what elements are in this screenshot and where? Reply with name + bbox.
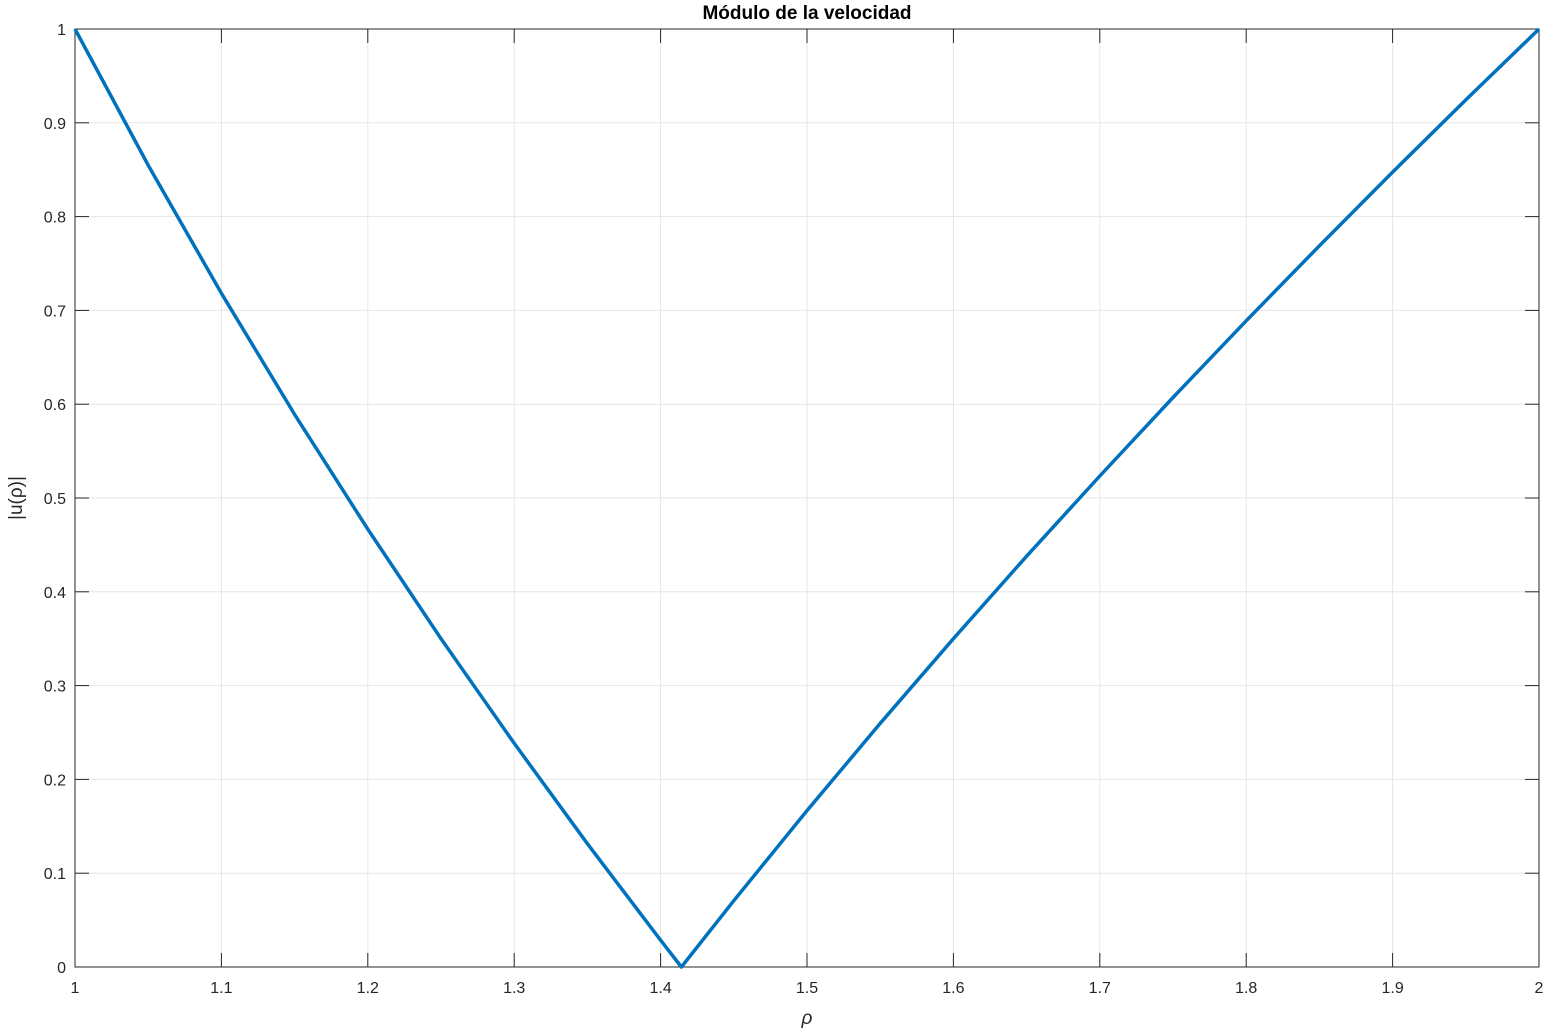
ticks: 1 1.1 1.2 1.3 1.4 1.5 1.6 1.7 1.8 1.9 2 0 0.1 0.2 0.3 0… xyxy=(44,22,1544,997)
x-tick-label: 1.7 xyxy=(1089,980,1111,997)
y-tick-label: 0 xyxy=(57,960,66,977)
y-tick-label: 0.4 xyxy=(44,585,66,602)
x-tick-label: 1.1 xyxy=(210,980,232,997)
x-tick-label: 2 xyxy=(1535,980,1544,997)
x-tick-label: 1.4 xyxy=(649,980,671,997)
y-tick-label: 0.5 xyxy=(44,491,66,508)
y-tick-label: 0.8 xyxy=(44,210,66,227)
y-axis-label: |u(ρ)| xyxy=(6,476,27,520)
x-axis-label: ρ xyxy=(801,1008,813,1029)
grid xyxy=(74,28,1540,968)
y-tick-label: 1 xyxy=(57,22,66,39)
x-tick-label: 1.9 xyxy=(1381,980,1403,997)
x-tick-label: 1.3 xyxy=(503,980,525,997)
chart-title: Módulo de la velocidad xyxy=(702,3,911,24)
y-tick-label: 0.2 xyxy=(44,772,66,789)
x-tick-label: 1.6 xyxy=(942,980,964,997)
x-tick-label: 1 xyxy=(71,980,80,997)
y-tick-label: 0.9 xyxy=(44,116,66,133)
x-tick-label: 1.5 xyxy=(796,980,818,997)
series-line xyxy=(73,27,1541,969)
y-tick-label: 0.6 xyxy=(44,397,66,414)
y-tick-label: 0.3 xyxy=(44,679,66,696)
x-tick-label: 1.2 xyxy=(357,980,379,997)
x-tick-label: 1.8 xyxy=(1235,980,1257,997)
y-tick-label: 0.7 xyxy=(44,303,66,320)
y-tick-label: 0.1 xyxy=(44,866,66,883)
series xyxy=(73,27,1541,969)
